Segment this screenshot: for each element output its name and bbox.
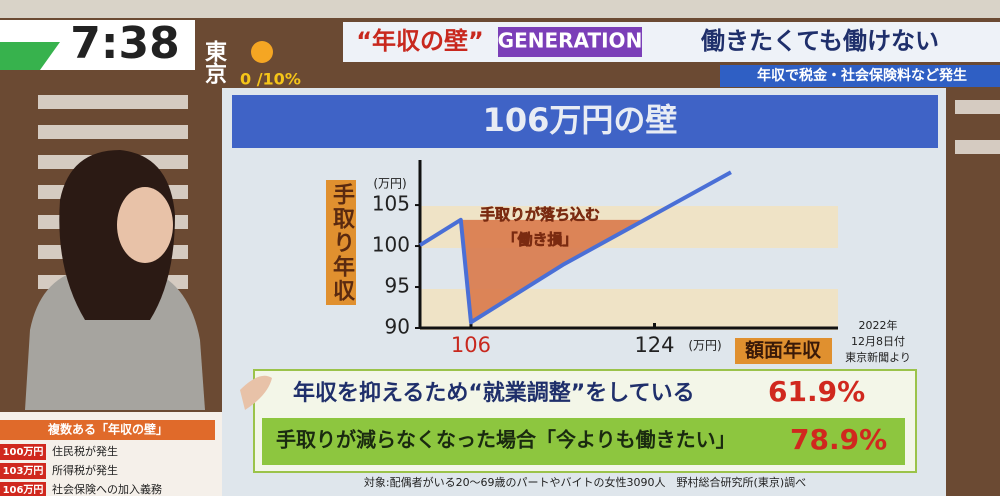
tag-box xyxy=(498,27,642,57)
footnote: 対象:配偶者がいる20～69歳のパートやバイトの女性3090人 野村総合研究所(… xyxy=(364,475,806,489)
y-label-box xyxy=(326,180,356,305)
rain-chance: 0 /10% xyxy=(240,70,301,89)
clock: 7:38 xyxy=(70,18,179,69)
source: 東京新聞より xyxy=(845,350,911,364)
tag: GENERATION xyxy=(498,29,643,53)
board-title: 106万円の壁 xyxy=(483,101,678,139)
x-label-box xyxy=(735,338,832,364)
clock-accent xyxy=(0,42,60,70)
ceiling xyxy=(0,0,1000,18)
x-unit: (万円) xyxy=(688,339,721,353)
headline: “年収の壁” xyxy=(356,27,484,55)
statement-figure: 78.9% xyxy=(790,423,887,456)
city: 東京 xyxy=(201,40,227,85)
subline-bar xyxy=(720,65,1000,87)
board-title-bar xyxy=(232,95,938,148)
side-text: 所得税が発生 xyxy=(52,463,118,477)
y-tick-label: 100 xyxy=(372,233,410,257)
source: 2022年 xyxy=(859,318,898,332)
y-unit: (万円) xyxy=(373,177,406,191)
side-amount: 103万円 xyxy=(3,465,44,477)
side-panel: 複数ある「年収の壁」 100万円 住民税が発生 103万円 所得税が発生 106… xyxy=(0,412,222,496)
y-tick-label: 90 xyxy=(385,315,410,339)
presenter xyxy=(25,150,272,410)
plot: 90 95 100 105 106 124 xyxy=(372,160,838,357)
annotation: 手取りが落ち込む xyxy=(480,206,600,224)
x-tick-label: 106 xyxy=(451,333,491,357)
annotation: 「働き損」 xyxy=(502,231,577,249)
statement: 年収を抑えるため“就業調整”をしている xyxy=(293,380,695,406)
y-tick-label: 105 xyxy=(372,192,410,216)
x-label: 額面年収 xyxy=(745,339,822,362)
headline-bar xyxy=(343,22,1000,62)
side-amount: 106万円 xyxy=(3,484,44,496)
source: 12月8日付 xyxy=(851,335,905,348)
y-tick-label: 95 xyxy=(385,274,410,298)
side-text: 社会保険への加入義務 xyxy=(52,482,162,496)
weather-icon xyxy=(251,41,273,63)
x-tick-label: 124 xyxy=(634,333,674,357)
data-line xyxy=(418,170,732,325)
statement-figure: 61.9% xyxy=(768,375,865,408)
statement-highlight xyxy=(262,418,905,465)
side-text: 住民税が発生 xyxy=(52,444,118,458)
statement: 手取りが減らなくなった場合「今よりも働きたい」 xyxy=(276,428,736,452)
slogan: 働きたくても働けない xyxy=(700,27,939,55)
y-label: 手取り年収 xyxy=(329,183,355,303)
side-title: 複数ある「年収の壁」 xyxy=(47,422,168,437)
side-amount: 100万円 xyxy=(3,446,44,458)
subline: 年収で税金・社会保険料など発生 xyxy=(757,67,967,84)
